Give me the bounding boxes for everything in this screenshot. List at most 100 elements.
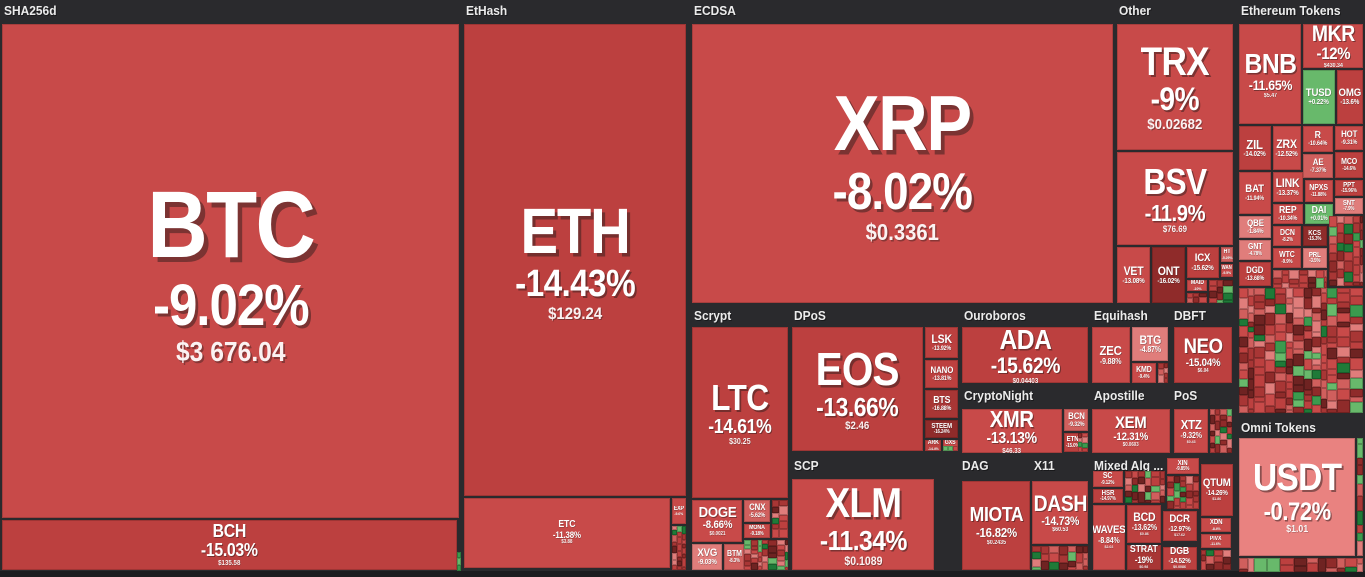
mosaic-cell[interactable] [1327,383,1337,390]
mosaic-cell[interactable] [1248,360,1254,368]
mosaic-cell[interactable] [1357,465,1363,475]
mosaic-cell[interactable] [1286,288,1293,298]
mosaic-cell[interactable] [1265,360,1275,372]
mosaic-cell[interactable] [1201,555,1206,561]
mosaic-cell[interactable] [677,532,682,537]
cell-xlm[interactable]: XLM -11.34% $0.1089 [792,479,934,570]
mosaic-cell[interactable] [1059,563,1068,570]
mosaic-cell[interactable] [744,549,751,554]
mosaic-cell[interactable] [1248,332,1254,338]
mosaic-cell[interactable] [1357,558,1363,564]
mosaic-cell[interactable] [1239,363,1248,370]
mosaic-cell[interactable] [1293,341,1304,349]
mosaic-cell[interactable] [1265,299,1275,306]
mosaic-cell[interactable] [1209,298,1217,303]
mosaic-cell[interactable] [1304,351,1312,359]
mosaic-cell[interactable] [1265,313,1275,325]
mosaic-cell[interactable] [1280,558,1294,565]
mosaic-cell[interactable] [1227,434,1232,439]
mosaic-cell[interactable] [1329,227,1337,236]
mosaic-cell[interactable] [1239,353,1248,363]
mosaic-cell[interactable] [1076,546,1083,553]
mosaic-cell[interactable] [1187,293,1193,298]
mosaic-cell[interactable] [1248,338,1254,348]
mosaic-cell[interactable] [1327,369,1337,375]
mosaic-cell[interactable] [1068,546,1076,552]
cell-dgb[interactable]: DGB -14.52% $0.0086 [1163,547,1197,570]
cell-neo[interactable]: NEO -15.04% $6.04 [1174,327,1232,383]
mosaic-cell[interactable] [1265,325,1275,335]
mosaic-cell[interactable] [672,535,677,542]
mosaic-cell[interactable] [1293,318,1304,325]
mosaic-cell[interactable] [1327,401,1337,409]
mosaic-cell[interactable] [1286,389,1293,398]
mosaic-cell[interactable] [1174,491,1180,498]
mosaic-cell[interactable] [1248,348,1254,360]
mosaic-cell[interactable] [1186,476,1193,484]
mosaic-cell[interactable] [772,500,779,507]
mosaic-cell[interactable] [779,500,788,506]
mosaic-cell[interactable] [1275,304,1286,314]
mosaic-cell[interactable] [1227,416,1232,422]
cell-icx[interactable]: ICX -15.62% [1187,247,1219,278]
mosaic-cell[interactable] [1227,427,1232,434]
mosaic-cell[interactable] [1220,409,1227,415]
cell-bcn[interactable]: BCN -9.32% [1064,409,1088,431]
mosaic-cell[interactable] [785,540,788,545]
mosaic-cell[interactable] [1321,326,1327,337]
mosaic-cell[interactable] [1158,369,1164,375]
mosaic-cell[interactable] [751,546,758,550]
mosaic-cell[interactable] [677,526,682,532]
mosaic-cell[interactable] [1265,383,1275,394]
mosaic-cell[interactable] [1329,244,1337,253]
cell-mkr[interactable]: MKR -12% $430.34 [1303,24,1363,68]
mosaic-cell[interactable] [1138,477,1145,484]
mosaic-cell[interactable] [1360,256,1363,265]
mosaic-cell[interactable] [1248,313,1254,322]
mosaic-cell[interactable] [1254,558,1267,572]
mosaic-cell[interactable] [1032,552,1041,559]
cell-lsk[interactable]: LSK -13.92% [925,327,958,358]
mosaic-cell[interactable] [672,546,677,553]
mosaic-cell[interactable] [1321,288,1327,293]
mosaic-cell[interactable] [1160,471,1165,479]
mosaic-cell[interactable] [1151,492,1160,500]
mosaic-cell[interactable] [1353,241,1360,247]
mosaic-cell[interactable] [1337,233,1344,243]
mosaic-cell[interactable] [1254,335,1265,341]
mosaic-cell[interactable] [1180,492,1186,497]
mosaic-cell[interactable] [1248,288,1254,296]
mosaic-cell[interactable] [1321,363,1327,370]
mosaic-cell[interactable] [1239,387,1248,395]
mosaic-cell[interactable] [1353,257,1360,265]
mosaic-cell[interactable] [1321,388,1327,399]
mosaic-cell[interactable] [1210,448,1215,453]
mosaic-cell[interactable] [1293,407,1304,413]
mosaic-cell[interactable] [1299,270,1308,275]
mosaic-cell[interactable] [1357,475,1363,484]
cell-doge[interactable]: DOGE -8.66% $0.0021 [692,500,742,542]
mosaic-cell[interactable] [1082,448,1088,452]
mosaic-cell[interactable] [744,554,751,561]
mosaic-cell[interactable] [1275,341,1286,353]
mosaic-cell[interactable] [1337,337,1350,347]
mosaic-cell[interactable] [1132,485,1138,492]
mosaic-cell[interactable] [1350,358,1363,370]
mosaic-cell[interactable] [1344,234,1353,244]
mosaic-cell[interactable] [1275,409,1286,413]
cell-steem[interactable]: STEEM -16.24% [925,420,958,438]
mosaic-cell[interactable] [1312,396,1321,405]
mosaic-cell[interactable] [1329,216,1337,227]
cell-bch[interactable]: BCH -15.03% $135.58 [2,520,457,570]
mosaic-cell[interactable] [1337,308,1350,313]
mosaic-cell[interactable] [1041,554,1049,561]
mosaic-cell[interactable] [1164,363,1168,368]
mosaic-cell[interactable] [768,546,777,553]
cell-pivx[interactable]: PIVX -11.6% [1201,534,1231,548]
mosaic-cell[interactable] [1186,484,1193,491]
mosaic-cell[interactable] [1304,339,1312,351]
mosaic-cell[interactable] [1327,343,1337,348]
mosaic-cell[interactable] [1275,392,1286,398]
mosaic-cell[interactable] [1083,559,1088,566]
cell-waves[interactable]: WAVES -8.84% $2.02 [1093,505,1125,570]
